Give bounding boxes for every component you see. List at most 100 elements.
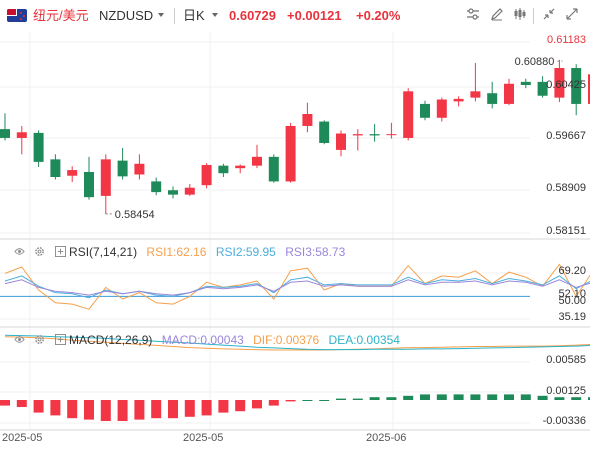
- macd-histogram-bar: [168, 400, 178, 419]
- candle-body: [67, 170, 78, 176]
- gear-icon[interactable]: [34, 246, 45, 257]
- expand-icon[interactable]: [54, 334, 66, 345]
- chart-header: 纽元/美元 NZDUSD 日K 0.60729 +0.00121 +0.20%: [0, 0, 590, 32]
- macd-histogram-bar: [16, 400, 27, 407]
- macd-histogram-bar: [67, 400, 78, 419]
- macd-histogram-bar: [285, 400, 296, 402]
- x-tick-1: 2025-05: [2, 432, 43, 444]
- dif-label: DIF:0.00376: [253, 333, 320, 347]
- macd-header: MACD(12,26,9) MACD:0.00043 DIF:0.00376 D…: [14, 333, 400, 347]
- macd-tick-1: 0.00585: [546, 354, 586, 366]
- price-change-pct: +0.20%: [356, 8, 401, 23]
- candle-body: [470, 91, 481, 98]
- candle-body: [84, 171, 94, 198]
- macd-histogram-bar: [520, 394, 531, 400]
- chart-type-icon[interactable]: [511, 7, 529, 25]
- candle-body: [184, 187, 195, 195]
- timeframe-select[interactable]: 日K: [183, 8, 205, 23]
- expand-icon[interactable]: [54, 246, 66, 257]
- candle-body: [386, 134, 397, 136]
- macd-histogram-bar: [151, 400, 162, 419]
- candle-body: [285, 125, 296, 182]
- candle-body: [302, 114, 313, 126]
- macd-title: MACD(12,26,9): [69, 333, 153, 347]
- candle-body: [134, 163, 145, 175]
- macd-histogram-bar: [336, 398, 346, 400]
- macd-histogram-bar: [403, 395, 414, 400]
- eye-icon[interactable]: [14, 246, 25, 257]
- dea-line: [4, 334, 590, 351]
- candle-body: [588, 74, 590, 104]
- price-tick-4: 0.58909: [546, 182, 586, 194]
- candle-body: [201, 165, 212, 186]
- symbol-dropdown-icon[interactable]: [158, 13, 164, 17]
- macd-histogram-bar: [352, 398, 363, 400]
- timeframe-dropdown-icon[interactable]: [212, 13, 218, 17]
- macd-histogram-bar: [386, 397, 397, 400]
- dea-label: DEA:0.00354: [328, 333, 400, 347]
- macd-histogram-bar: [268, 400, 279, 406]
- rsi3-label: RSI3:58.73: [285, 245, 346, 259]
- candle-body: [100, 159, 111, 196]
- price-annotations: 0.60880 0.58454: [105, 56, 563, 221]
- macd-histogram-bar: [252, 400, 262, 409]
- rsi-line-3: [4, 279, 590, 296]
- macd-series: [0, 334, 590, 421]
- candle-body: [403, 91, 414, 138]
- candle-body: [487, 93, 498, 104]
- candle-body: [369, 134, 380, 136]
- candle-body: [218, 165, 229, 174]
- collapse-icon[interactable]: [540, 7, 558, 25]
- candle-body: [16, 132, 27, 138]
- macd-histogram-bar: [100, 400, 111, 421]
- candle-body: [0, 129, 10, 138]
- macd-histogram-bar: [319, 400, 330, 401]
- rsi-line-1: [4, 263, 590, 310]
- grid-lines: [0, 32, 530, 430]
- candle-body: [520, 81, 531, 86]
- macd-histogram-bar: [487, 394, 498, 400]
- macd-histogram-bar: [554, 397, 565, 400]
- candle-body: [352, 134, 363, 136]
- macd-histogram-bar: [588, 397, 590, 400]
- rsi-tick-3: 50.00: [558, 295, 586, 307]
- price-tick-3: 0.59667: [546, 130, 586, 142]
- macd-tick-3: -0.00336: [542, 415, 586, 427]
- nz-flag-icon: [7, 9, 27, 22]
- macd-histogram-bar: [470, 394, 481, 400]
- candle-body: [252, 156, 262, 166]
- rsi-series: [0, 263, 590, 310]
- draw-tool-icon[interactable]: [488, 7, 506, 25]
- candle-body: [537, 81, 548, 96]
- gear-icon[interactable]: [34, 334, 45, 345]
- rsi-header: RSI(7,14,21) RSI1:62.16 RSI2:59.95 RSI3:…: [14, 245, 345, 259]
- candle-body: [268, 156, 279, 182]
- indicator-settings-icon[interactable]: [464, 7, 482, 25]
- macd-histogram-bar: [235, 400, 246, 412]
- candle-body: [554, 68, 565, 98]
- macd-histogram-bar: [50, 400, 61, 416]
- candle-body: [453, 98, 464, 102]
- macd-histogram-bar: [33, 400, 44, 413]
- candle-body: [319, 121, 330, 143]
- x-tick-3: 2025-06: [366, 432, 407, 444]
- macd-histogram-bar: [117, 400, 128, 421]
- eye-icon[interactable]: [14, 334, 25, 345]
- macd-value-label: MACD:0.00043: [161, 333, 244, 347]
- symbol-cn-name: 纽元/美元: [33, 8, 89, 23]
- macd-histogram-bar: [184, 400, 195, 417]
- macd-histogram-bar: [420, 394, 430, 400]
- symbol-code[interactable]: NZDUSD: [99, 8, 154, 23]
- macd-tick-2: 0.00125: [546, 385, 586, 397]
- price-tick-5: 0.58151: [546, 225, 586, 237]
- dif-line: [4, 336, 590, 351]
- rsi-tick-1: 69.20: [558, 265, 586, 277]
- candle-body: [436, 99, 447, 118]
- price-tick-2: 0.60425: [546, 79, 586, 91]
- fullscreen-icon[interactable]: [563, 7, 581, 25]
- macd-histogram-bar: [0, 400, 10, 406]
- candle-body: [336, 133, 346, 150]
- candle-body: [117, 160, 128, 177]
- candle-body: [50, 159, 61, 177]
